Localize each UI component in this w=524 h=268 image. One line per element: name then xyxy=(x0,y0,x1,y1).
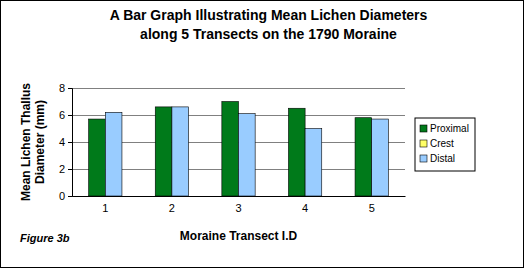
y-tick-mark xyxy=(68,88,72,89)
legend-label: Proximal xyxy=(430,123,469,134)
bar xyxy=(372,119,389,196)
y-tick-mark xyxy=(68,169,72,170)
legend-label: Distal xyxy=(430,153,455,164)
legend-frame xyxy=(415,118,475,171)
y-tick-mark xyxy=(68,142,72,143)
bar xyxy=(239,114,256,196)
y-tick-mark xyxy=(68,115,72,116)
x-tick: 2 xyxy=(169,196,175,214)
annotation: Figure 3b xyxy=(20,232,70,244)
y-tick: 2 xyxy=(59,163,72,175)
y-tick-label: 4 xyxy=(59,136,65,148)
bar xyxy=(155,107,172,196)
legend-label: Crest xyxy=(430,138,454,149)
legend: Proximal Crest Distal xyxy=(415,118,475,171)
x-tick: 4 xyxy=(302,196,308,214)
bar xyxy=(89,119,106,196)
plot: 0 2 4 6 8 1 2 3 4 5 xyxy=(59,82,406,214)
bar xyxy=(105,112,122,196)
legend-swatch xyxy=(420,140,427,147)
bar xyxy=(288,108,305,196)
title: along 5 Transects on the 1790 Moraine xyxy=(140,26,397,42)
x-tick: 5 xyxy=(369,196,375,214)
x-axis-title: Moraine Transect I.D xyxy=(180,229,298,243)
chart-frame xyxy=(1,1,524,268)
y-tick: 6 xyxy=(59,109,72,121)
y-tick-label: 2 xyxy=(59,163,65,175)
bar xyxy=(222,102,239,197)
x-tick-label: 4 xyxy=(302,202,308,214)
grid xyxy=(72,89,405,197)
x-axis-line xyxy=(73,196,406,197)
y-axis: 0 2 4 6 8 xyxy=(59,82,73,202)
bar xyxy=(355,118,372,196)
x-tick: 1 xyxy=(102,196,108,214)
x-axis: 1 2 3 4 5 xyxy=(73,196,406,214)
y-axis-line xyxy=(68,89,73,197)
y-tick: 4 xyxy=(59,136,72,148)
y-axis-title-line: Diameter (mm) xyxy=(33,100,47,184)
y-axis-title-line: Mean Lichen Thallus xyxy=(19,83,33,201)
bars xyxy=(89,102,389,197)
chart: 0 2 4 6 8 1 2 3 4 5 A Bar Graph Illustrating Mean … xyxy=(0,0,524,268)
y-tick: 8 xyxy=(59,82,72,94)
grid-line xyxy=(72,88,405,89)
bar xyxy=(172,107,189,196)
grid-line xyxy=(72,196,405,197)
x-tick-label: 2 xyxy=(169,202,175,214)
y-tick-mark xyxy=(68,196,72,197)
x-tick: 3 xyxy=(235,196,241,214)
legend-swatch xyxy=(420,155,427,162)
y-axis-title: Mean Lichen ThallusDiameter (mm) xyxy=(19,83,47,201)
x-tick-label: 3 xyxy=(235,202,241,214)
bar xyxy=(305,129,322,197)
x-tick-label: 1 xyxy=(102,202,108,214)
title: A Bar Graph Illustrating Mean Lichen Dia… xyxy=(110,7,428,23)
x-tick-label: 5 xyxy=(369,202,375,214)
y-tick-label: 0 xyxy=(59,190,65,202)
legend-swatch xyxy=(420,125,427,132)
y-tick: 0 xyxy=(59,190,72,202)
y-tick-label: 8 xyxy=(59,82,65,94)
y-tick-label: 6 xyxy=(59,109,65,121)
